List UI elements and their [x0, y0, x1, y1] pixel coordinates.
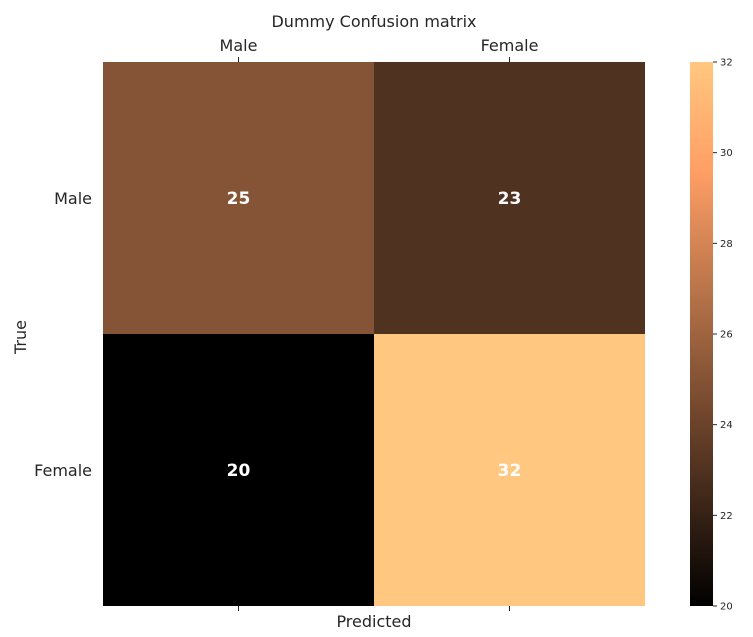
colorbar-tick-label-26: 26	[720, 330, 733, 341]
colorbar-tick-label-24: 24	[720, 420, 733, 431]
y-tick-label-male: Male	[54, 189, 92, 208]
cell-value-male-female: 23	[498, 189, 522, 209]
colorbar-tick-label-30: 30	[720, 148, 733, 159]
x-axis-label: Predicted	[336, 612, 411, 631]
colorbar-tick-label-28: 28	[720, 239, 733, 250]
chart-title: Dummy Confusion matrix	[271, 12, 476, 31]
heatmap: 25 23 20 32 Male Female Male Female	[34, 36, 645, 611]
heatmap-cell-male-female	[374, 62, 645, 334]
colorbar-tick-label-20: 20	[720, 602, 733, 613]
cell-value-male-male: 25	[227, 189, 251, 209]
colorbar-gradient	[690, 62, 713, 606]
cell-value-female-male: 20	[227, 461, 251, 481]
cell-value-female-female: 32	[498, 461, 522, 481]
colorbar: 20 22 24 26 28 30 32	[690, 58, 733, 613]
colorbar-tick-label-32: 32	[720, 58, 733, 69]
y-tick-label-female: Female	[34, 461, 92, 480]
heatmap-cell-male-male	[103, 62, 374, 334]
x-tick-label-female: Female	[481, 36, 539, 55]
y-axis-label: True	[11, 320, 30, 355]
colorbar-tick-label-22: 22	[720, 511, 733, 522]
heatmap-cell-female-female	[374, 334, 645, 606]
heatmap-cell-female-male	[103, 334, 374, 606]
x-tick-label-male: Male	[220, 36, 258, 55]
